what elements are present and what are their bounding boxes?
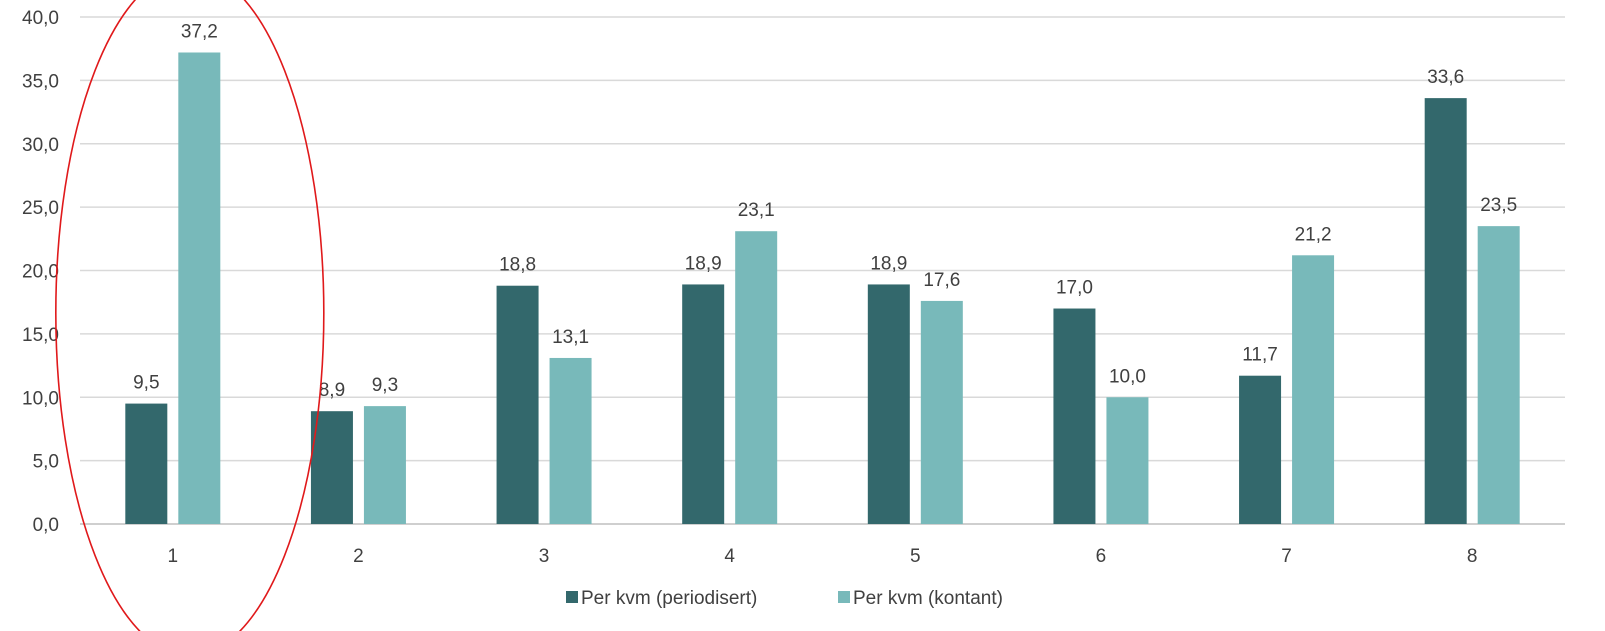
x-tick-label: 6 <box>1096 546 1107 567</box>
data-label: 17,0 <box>1056 278 1093 299</box>
y-tick-label: 35,0 <box>22 71 59 92</box>
data-label: 8,9 <box>319 380 345 401</box>
bar-series-2 <box>1292 255 1335 525</box>
x-tick-label: 1 <box>168 546 179 567</box>
data-label: 9,5 <box>133 373 159 394</box>
bar-series-1 <box>682 284 725 524</box>
bar-series-1 <box>1239 375 1282 524</box>
y-tick-label: 5,0 <box>33 452 59 473</box>
y-tick-label: 15,0 <box>22 325 59 346</box>
legend-swatch <box>566 591 578 603</box>
x-tick-label: 5 <box>910 546 921 567</box>
bar-series-1 <box>867 284 910 524</box>
bar-series-1 <box>125 403 168 524</box>
data-label: 21,2 <box>1295 224 1332 245</box>
legend-label: Per kvm (kontant) <box>853 588 1003 609</box>
bar-series-1 <box>496 285 539 524</box>
data-label: 18,9 <box>870 253 907 274</box>
data-label: 33,6 <box>1427 67 1464 88</box>
y-tick-label: 20,0 <box>22 262 59 283</box>
y-tick-label: 0,0 <box>33 515 59 536</box>
bar-series-2 <box>920 300 963 524</box>
data-label: 18,9 <box>685 253 722 274</box>
data-labels: 9,5 37,2 8,9 9,3 18,8 13,1 18,9 23,1 18,9 17,6 17,… <box>133 21 1517 401</box>
bar-series-2 <box>363 406 406 524</box>
x-tick-label: 3 <box>539 546 550 567</box>
x-tick-label: 8 <box>1467 546 1478 567</box>
data-label: 13,1 <box>552 327 589 348</box>
data-label: 11,7 <box>1242 345 1278 366</box>
legend: Per kvm (periodisert) Per kvm (kontant) <box>566 588 1003 609</box>
bar-series-1 <box>1053 308 1096 524</box>
x-tick-label: 7 <box>1281 546 1292 567</box>
bar-series-2 <box>549 357 592 524</box>
bar-series-2 <box>1477 226 1520 524</box>
bar-series-2 <box>735 231 778 524</box>
data-label: 18,8 <box>499 255 536 276</box>
x-tick-label: 2 <box>353 546 364 567</box>
highlight-ellipse <box>55 0 325 631</box>
data-label: 23,1 <box>738 200 775 221</box>
y-tick-label: 10,0 <box>22 388 59 409</box>
legend-swatch <box>838 591 850 603</box>
y-tick-label: 25,0 <box>22 198 59 219</box>
bar-series-2 <box>178 52 221 525</box>
bar-series-2 <box>1106 397 1149 524</box>
y-axis: 0,0 5,0 10,0 15,0 20,0 25,0 30,0 35,0 40,0 <box>22 8 59 536</box>
bars <box>125 52 1520 525</box>
data-label: 23,5 <box>1480 195 1517 216</box>
data-label: 10,0 <box>1109 366 1146 387</box>
annotation <box>55 0 325 631</box>
x-tick-label: 4 <box>724 546 735 567</box>
gridlines <box>80 16 1565 525</box>
y-tick-label: 40,0 <box>22 8 59 29</box>
x-axis: 1 2 3 4 5 6 7 8 <box>168 546 1478 567</box>
data-label: 9,3 <box>372 375 398 396</box>
legend-label: Per kvm (periodisert) <box>581 588 757 609</box>
bar-series-1 <box>310 411 353 524</box>
data-label: 17,6 <box>923 270 960 291</box>
data-label: 37,2 <box>181 21 218 42</box>
y-tick-label: 30,0 <box>22 135 59 156</box>
bar-series-1 <box>1424 98 1467 525</box>
